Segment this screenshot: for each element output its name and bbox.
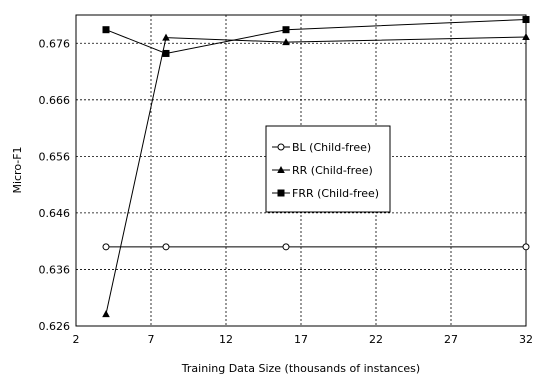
legend-label: RR (Child-free) (292, 164, 373, 177)
data-point (282, 243, 290, 251)
data-point (282, 38, 290, 46)
y-tick-label: 0.666 (39, 94, 71, 107)
x-tick-label: 12 (219, 333, 233, 346)
series-1 (102, 243, 530, 251)
series-3 (102, 16, 530, 57)
legend-marker (277, 166, 285, 173)
data-point (102, 26, 110, 34)
y-tick-label: 0.676 (39, 37, 71, 50)
data-point (162, 49, 170, 57)
y-tick-label: 0.646 (39, 207, 71, 220)
series-line (105, 19, 527, 54)
legend-marker (277, 143, 285, 151)
legend-label: BL (Child-free) (292, 141, 371, 154)
x-tick-label: 32 (519, 333, 533, 346)
x-tick-label: 17 (294, 333, 308, 346)
y-tick-label: 0.626 (39, 320, 71, 333)
x-tick-labels: 2 7 12 17 22 27 32 (73, 333, 534, 346)
y-tick-label: 0.636 (39, 263, 71, 276)
series-group (102, 16, 530, 318)
series-line (105, 36, 527, 315)
data-point (162, 33, 170, 41)
x-axis-title: Training Data Size (thousands of instanc… (181, 362, 420, 375)
x-tick-label: 7 (148, 333, 155, 346)
y-tick-labels: 0.626 0.636 0.646 0.656 0.666 0.676 (39, 37, 71, 333)
x-tick-label: 22 (369, 333, 383, 346)
data-point (522, 243, 530, 251)
legend-marker (277, 189, 285, 197)
data-point (282, 26, 290, 34)
legend-label: FRR (Child-free) (292, 187, 379, 200)
data-point (522, 33, 530, 41)
legend-box (265, 125, 391, 213)
data-point (102, 310, 110, 318)
x-tick-label: 27 (444, 333, 458, 346)
legend: BL (Child-free) RR (Child-free) FRR (Child… (265, 125, 391, 213)
data-point (102, 243, 110, 251)
x-tick-label: 2 (73, 333, 80, 346)
data-point (162, 243, 170, 251)
data-point (522, 16, 530, 24)
y-tick-label: 0.656 (39, 150, 71, 163)
y-axis-title: Micro-F1 (11, 146, 24, 193)
plot-frame (75, 14, 527, 327)
series-2 (102, 33, 530, 318)
